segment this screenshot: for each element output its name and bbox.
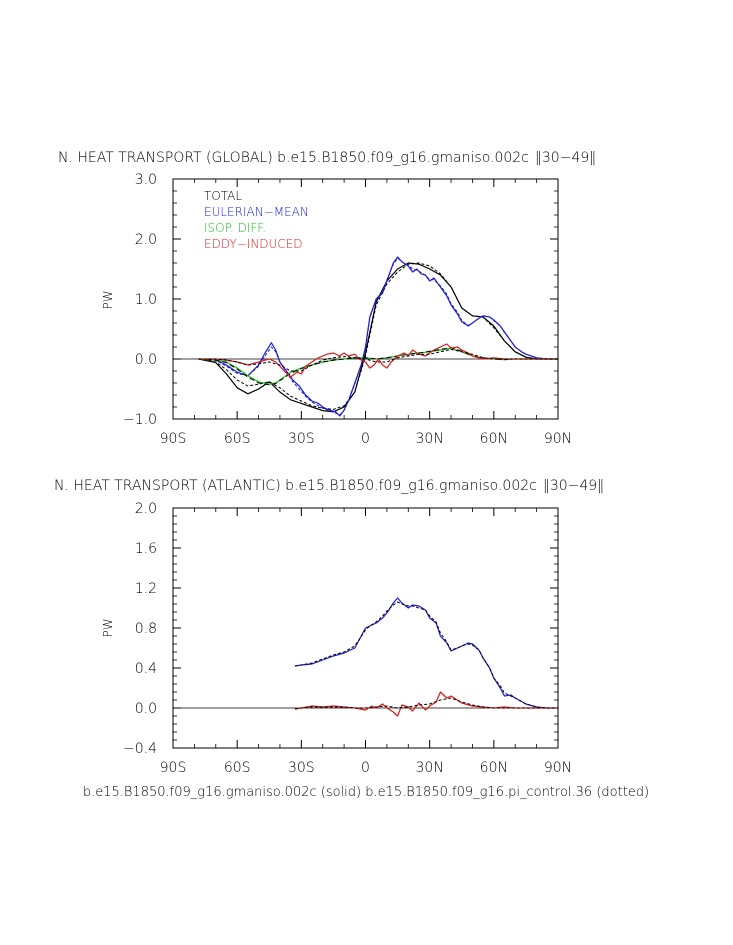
x-tick-label: 90S [160, 760, 187, 776]
y-tick-label: 1.6 [135, 541, 157, 557]
x-tick-label: 90N [544, 431, 572, 447]
legend-total: TOTAL [204, 189, 242, 203]
series-eddy-induced-dotted [294, 697, 558, 710]
x-tick-label: 90N [544, 760, 572, 776]
y-tick-label: 1.2 [135, 581, 157, 597]
panel-global: N. HEAT TRANSPORT (GLOBAL) b.e15.B1850.f… [58, 150, 596, 447]
series-eddy-induced-dotted [198, 348, 558, 372]
panel-atlantic-frame [172, 507, 559, 749]
x-tick-label: 60S [224, 760, 251, 776]
x-tick-label: 60N [480, 760, 508, 776]
series-isop-diff-solid [198, 347, 558, 385]
panel-atlantic-ylabel: PW [101, 618, 115, 637]
panel-global-legend: TOTAL EULERIAN−MEAN ISOP. DIFF. EDDY−IND… [204, 189, 309, 251]
y-tick-label: 1.0 [135, 292, 157, 308]
y-tick-label: −0.4 [123, 741, 157, 757]
series-eulerian-mean-dotted [198, 257, 558, 416]
x-tick-label: 0 [361, 431, 370, 447]
x-tick-label: 90S [160, 431, 187, 447]
y-tick-label: 0.4 [135, 661, 157, 677]
series-isop-diff-dashed [198, 347, 558, 386]
y-tick-label: 0.0 [135, 352, 157, 368]
y-tick-label: 2.0 [135, 501, 157, 517]
panel-atlantic-title: N. HEAT TRANSPORT (ATLANTIC) b.e15.B1850… [54, 478, 604, 494]
y-tick-label: 2.0 [135, 232, 157, 248]
legend-eddy: EDDY−INDUCED [204, 237, 303, 251]
y-tick-label: 3.0 [135, 172, 157, 188]
panel-atlantic-plot: 90S 60S 30S 0 30N 60N 90N −0.4 0.0 0.4 0.8 1.2 1.6 2.… [123, 501, 572, 776]
x-tick-label: 30N [416, 760, 444, 776]
panel-global-title: N. HEAT TRANSPORT (GLOBAL) b.e15.B1850.f… [58, 150, 596, 166]
y-tick-label: 0.8 [135, 621, 157, 637]
x-tick-label: 0 [361, 760, 370, 776]
panel-atlantic: N. HEAT TRANSPORT (ATLANTIC) b.e15.B1850… [54, 478, 604, 776]
panel-global-ylabel: PW [101, 290, 115, 309]
series-eddy-induced-solid [198, 343, 558, 378]
series-eulerian-mean-solid [294, 597, 558, 709]
x-tick-label: 30N [416, 431, 444, 447]
series-total-solid [198, 262, 558, 413]
series-eulerian-mean-dotted [294, 601, 558, 709]
y-tick-label: −1.0 [123, 412, 157, 428]
y-tick-label: 0.0 [135, 701, 157, 717]
panel-global-plot: 90S 60S 30S 0 30N 60N 90N −1.0 0.0 1.0 2.0 3.0 [123, 172, 572, 447]
footer-caption: b.e15.B1850.f09_g16.gmaniso.002c (solid)… [83, 785, 649, 800]
x-tick-label: 30S [288, 760, 315, 776]
x-tick-label: 60S [224, 431, 251, 447]
legend-isop: ISOP. DIFF. [204, 221, 266, 235]
series-total-dotted [198, 262, 558, 410]
legend-eulerian: EULERIAN−MEAN [204, 205, 309, 219]
x-tick-label: 30S [288, 431, 315, 447]
panel-global-frame [172, 178, 559, 420]
x-tick-label: 60N [480, 431, 508, 447]
